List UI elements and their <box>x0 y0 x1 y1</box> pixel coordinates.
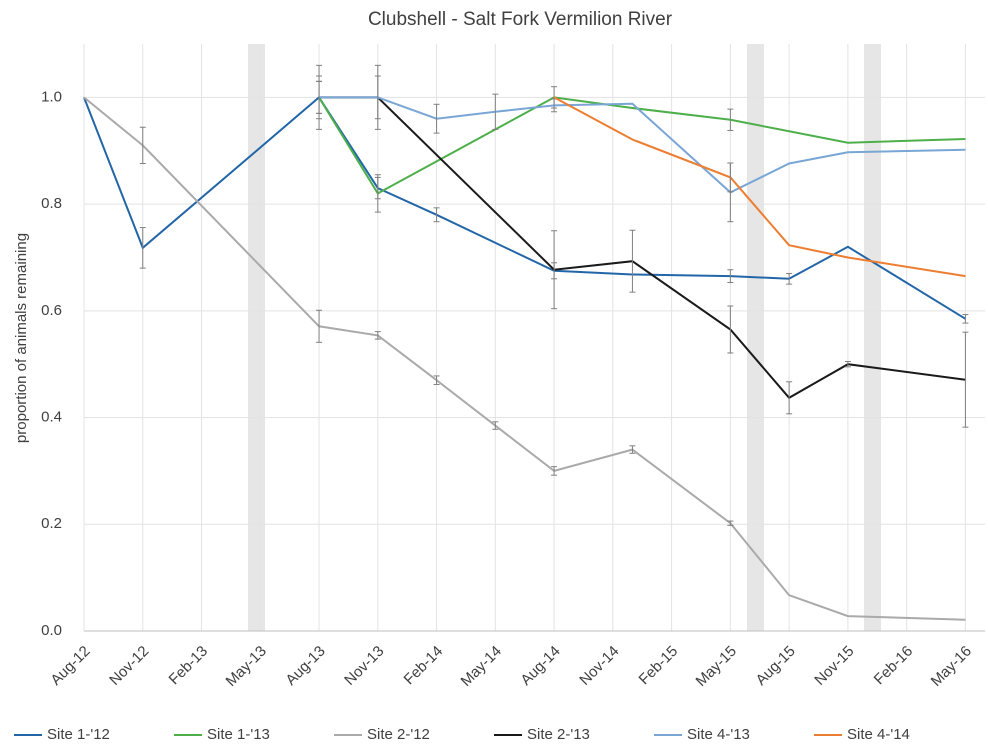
error-bar <box>551 466 558 476</box>
error-bar <box>629 445 636 454</box>
y-axis-label: proportion of animals remaining <box>13 233 30 443</box>
x-tick-label: Feb-14 <box>401 643 447 689</box>
error-bar <box>316 80 323 114</box>
error-bar <box>433 207 440 223</box>
x-tick-label: Aug-13 <box>282 643 328 689</box>
error-bar <box>962 314 969 324</box>
error-bar <box>374 331 381 340</box>
error-bar <box>844 361 851 368</box>
y-tick-label: 1.0 <box>41 88 62 105</box>
x-tick-label: Nov-15 <box>811 643 857 689</box>
x-tick-label: Nov-13 <box>341 643 387 689</box>
series-line <box>553 96 966 278</box>
error-bar <box>786 272 793 285</box>
error-bar <box>139 126 146 165</box>
error-bar <box>629 229 636 293</box>
y-tick-label: 0.0 <box>41 622 62 639</box>
x-tick-label: May-15 <box>693 643 740 690</box>
series-line <box>83 96 966 621</box>
series-line <box>319 96 966 194</box>
legend-label: Site 4-'13 <box>687 726 750 743</box>
error-bar <box>139 227 146 269</box>
error-bar <box>727 520 734 526</box>
error-bar <box>316 309 323 343</box>
shaded-period <box>248 44 265 631</box>
x-tick-label: Feb-16 <box>871 643 917 689</box>
error-bar <box>962 331 969 428</box>
x-tick-label: Feb-15 <box>636 643 682 689</box>
shaded-period <box>864 44 881 631</box>
error-bar <box>727 305 734 354</box>
error-bar <box>492 93 499 130</box>
x-tick-label: Nov-12 <box>106 643 152 689</box>
x-tick-label: Nov-14 <box>576 643 622 689</box>
error-bar <box>551 230 558 310</box>
x-tick-label: Aug-12 <box>47 643 93 689</box>
error-bar <box>374 174 381 213</box>
error-bar <box>786 381 793 415</box>
error-bar <box>727 108 734 131</box>
error-bar <box>727 269 734 284</box>
y-tick-label: 0.6 <box>41 302 62 319</box>
x-tick-label: Aug-14 <box>517 643 563 689</box>
error-bar <box>727 162 734 193</box>
series-line <box>83 95 966 320</box>
x-tick-label: Feb-13 <box>166 643 212 689</box>
error-bar <box>433 103 440 134</box>
x-tick-label: Aug-15 <box>753 643 799 689</box>
x-tick-label: May-14 <box>458 643 505 690</box>
legend-label: Site 1-'12 <box>47 726 110 743</box>
legend-label: Site 1-'13 <box>207 726 270 743</box>
legend-label: Site 2-'13 <box>527 726 590 743</box>
error-bar <box>374 75 381 120</box>
legend-label: Site 4-'14 <box>847 726 910 743</box>
y-tick-label: 0.8 <box>41 195 62 212</box>
x-tick-label: May-13 <box>223 643 270 690</box>
error-bar <box>433 375 440 385</box>
error-bar <box>492 421 499 430</box>
x-tick-label: May-16 <box>928 643 975 690</box>
y-tick-label: 0.2 <box>41 515 62 532</box>
legend-label: Site 2-'12 <box>367 726 430 743</box>
y-tick-label: 0.4 <box>41 409 62 426</box>
shaded-period <box>747 44 764 631</box>
series-line <box>319 96 966 400</box>
chart-title: Clubshell - Salt Fork Vermilion River <box>368 9 673 30</box>
